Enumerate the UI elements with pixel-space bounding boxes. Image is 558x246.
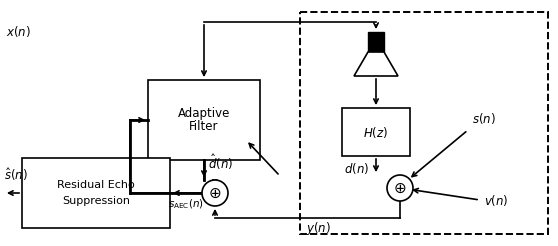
Text: $\oplus$: $\oplus$ [208, 185, 222, 200]
Text: $s_\mathrm{AEC}(n)$: $s_\mathrm{AEC}(n)$ [168, 197, 204, 211]
Text: $H(z)$: $H(z)$ [363, 124, 388, 139]
Text: Suppression: Suppression [62, 196, 130, 206]
Text: $\hat{d}(n)$: $\hat{d}(n)$ [208, 152, 233, 172]
Circle shape [387, 175, 413, 201]
Bar [342, 108, 410, 156]
Text: Residual Echo: Residual Echo [57, 180, 135, 190]
Bar [300, 12, 548, 234]
Text: $\oplus$: $\oplus$ [393, 181, 407, 196]
Polygon shape [368, 32, 384, 52]
Bar [22, 158, 170, 228]
Text: $-$: $-$ [210, 173, 218, 182]
Text: $v(n)$: $v(n)$ [484, 193, 508, 207]
Polygon shape [354, 52, 398, 76]
Text: Adaptive: Adaptive [178, 107, 230, 120]
Text: $s(n)$: $s(n)$ [472, 111, 496, 126]
Text: $d(n)$: $d(n)$ [344, 161, 369, 176]
Text: $y(n)$: $y(n)$ [306, 220, 331, 237]
Circle shape [202, 180, 228, 206]
Text: $x(n)$: $x(n)$ [6, 24, 31, 39]
Text: Filter: Filter [189, 121, 219, 134]
Bar [148, 80, 260, 160]
Text: $\hat{s}(n)$: $\hat{s}(n)$ [4, 166, 28, 183]
